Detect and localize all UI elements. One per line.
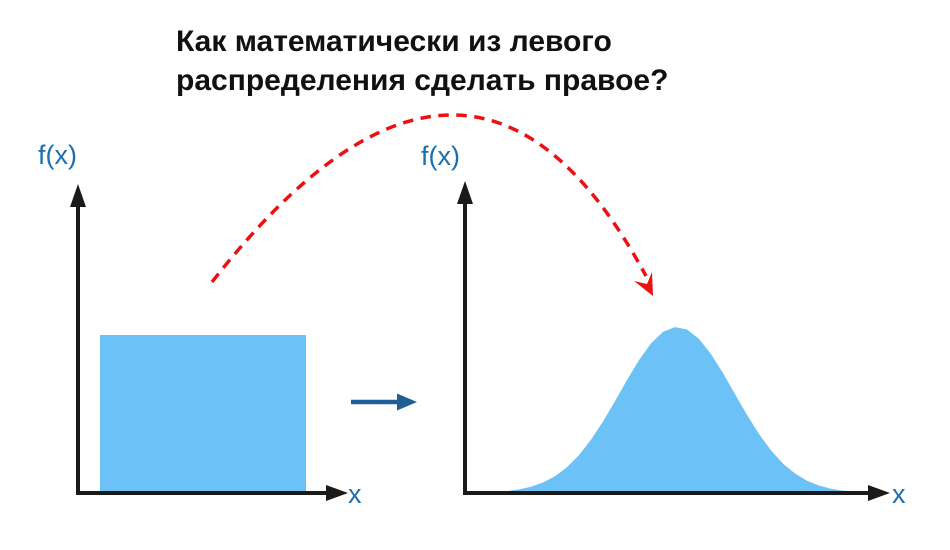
right-y-axis-label: f(x) — [421, 141, 460, 171]
right-x-axis-label: x — [892, 479, 906, 509]
normal-distribution-shape — [495, 327, 867, 493]
mapping-arrow-icon — [210, 113, 653, 296]
transform-arrow-icon — [351, 393, 417, 411]
right-y-axis-arrow-icon — [457, 181, 473, 204]
left-y-axis-arrow-icon — [70, 184, 86, 207]
right-plot — [457, 181, 890, 501]
transform-arrow-head — [397, 393, 417, 411]
page-title: Как математически из левого распределени… — [176, 22, 668, 100]
left-plot — [70, 184, 348, 501]
right-x-axis-arrow-icon — [868, 485, 890, 501]
uniform-distribution-shape — [100, 335, 306, 492]
left-x-axis-arrow-icon — [326, 485, 348, 501]
title-line-2: распределения сделать правое? — [176, 64, 669, 97]
left-y-axis-label: f(x) — [38, 140, 77, 170]
left-x-axis-label: x — [348, 479, 362, 509]
title-line-1: Как математически из левого — [176, 25, 612, 58]
mapping-arrow-head — [634, 272, 653, 296]
mapping-arrow-curve — [210, 113, 648, 284]
